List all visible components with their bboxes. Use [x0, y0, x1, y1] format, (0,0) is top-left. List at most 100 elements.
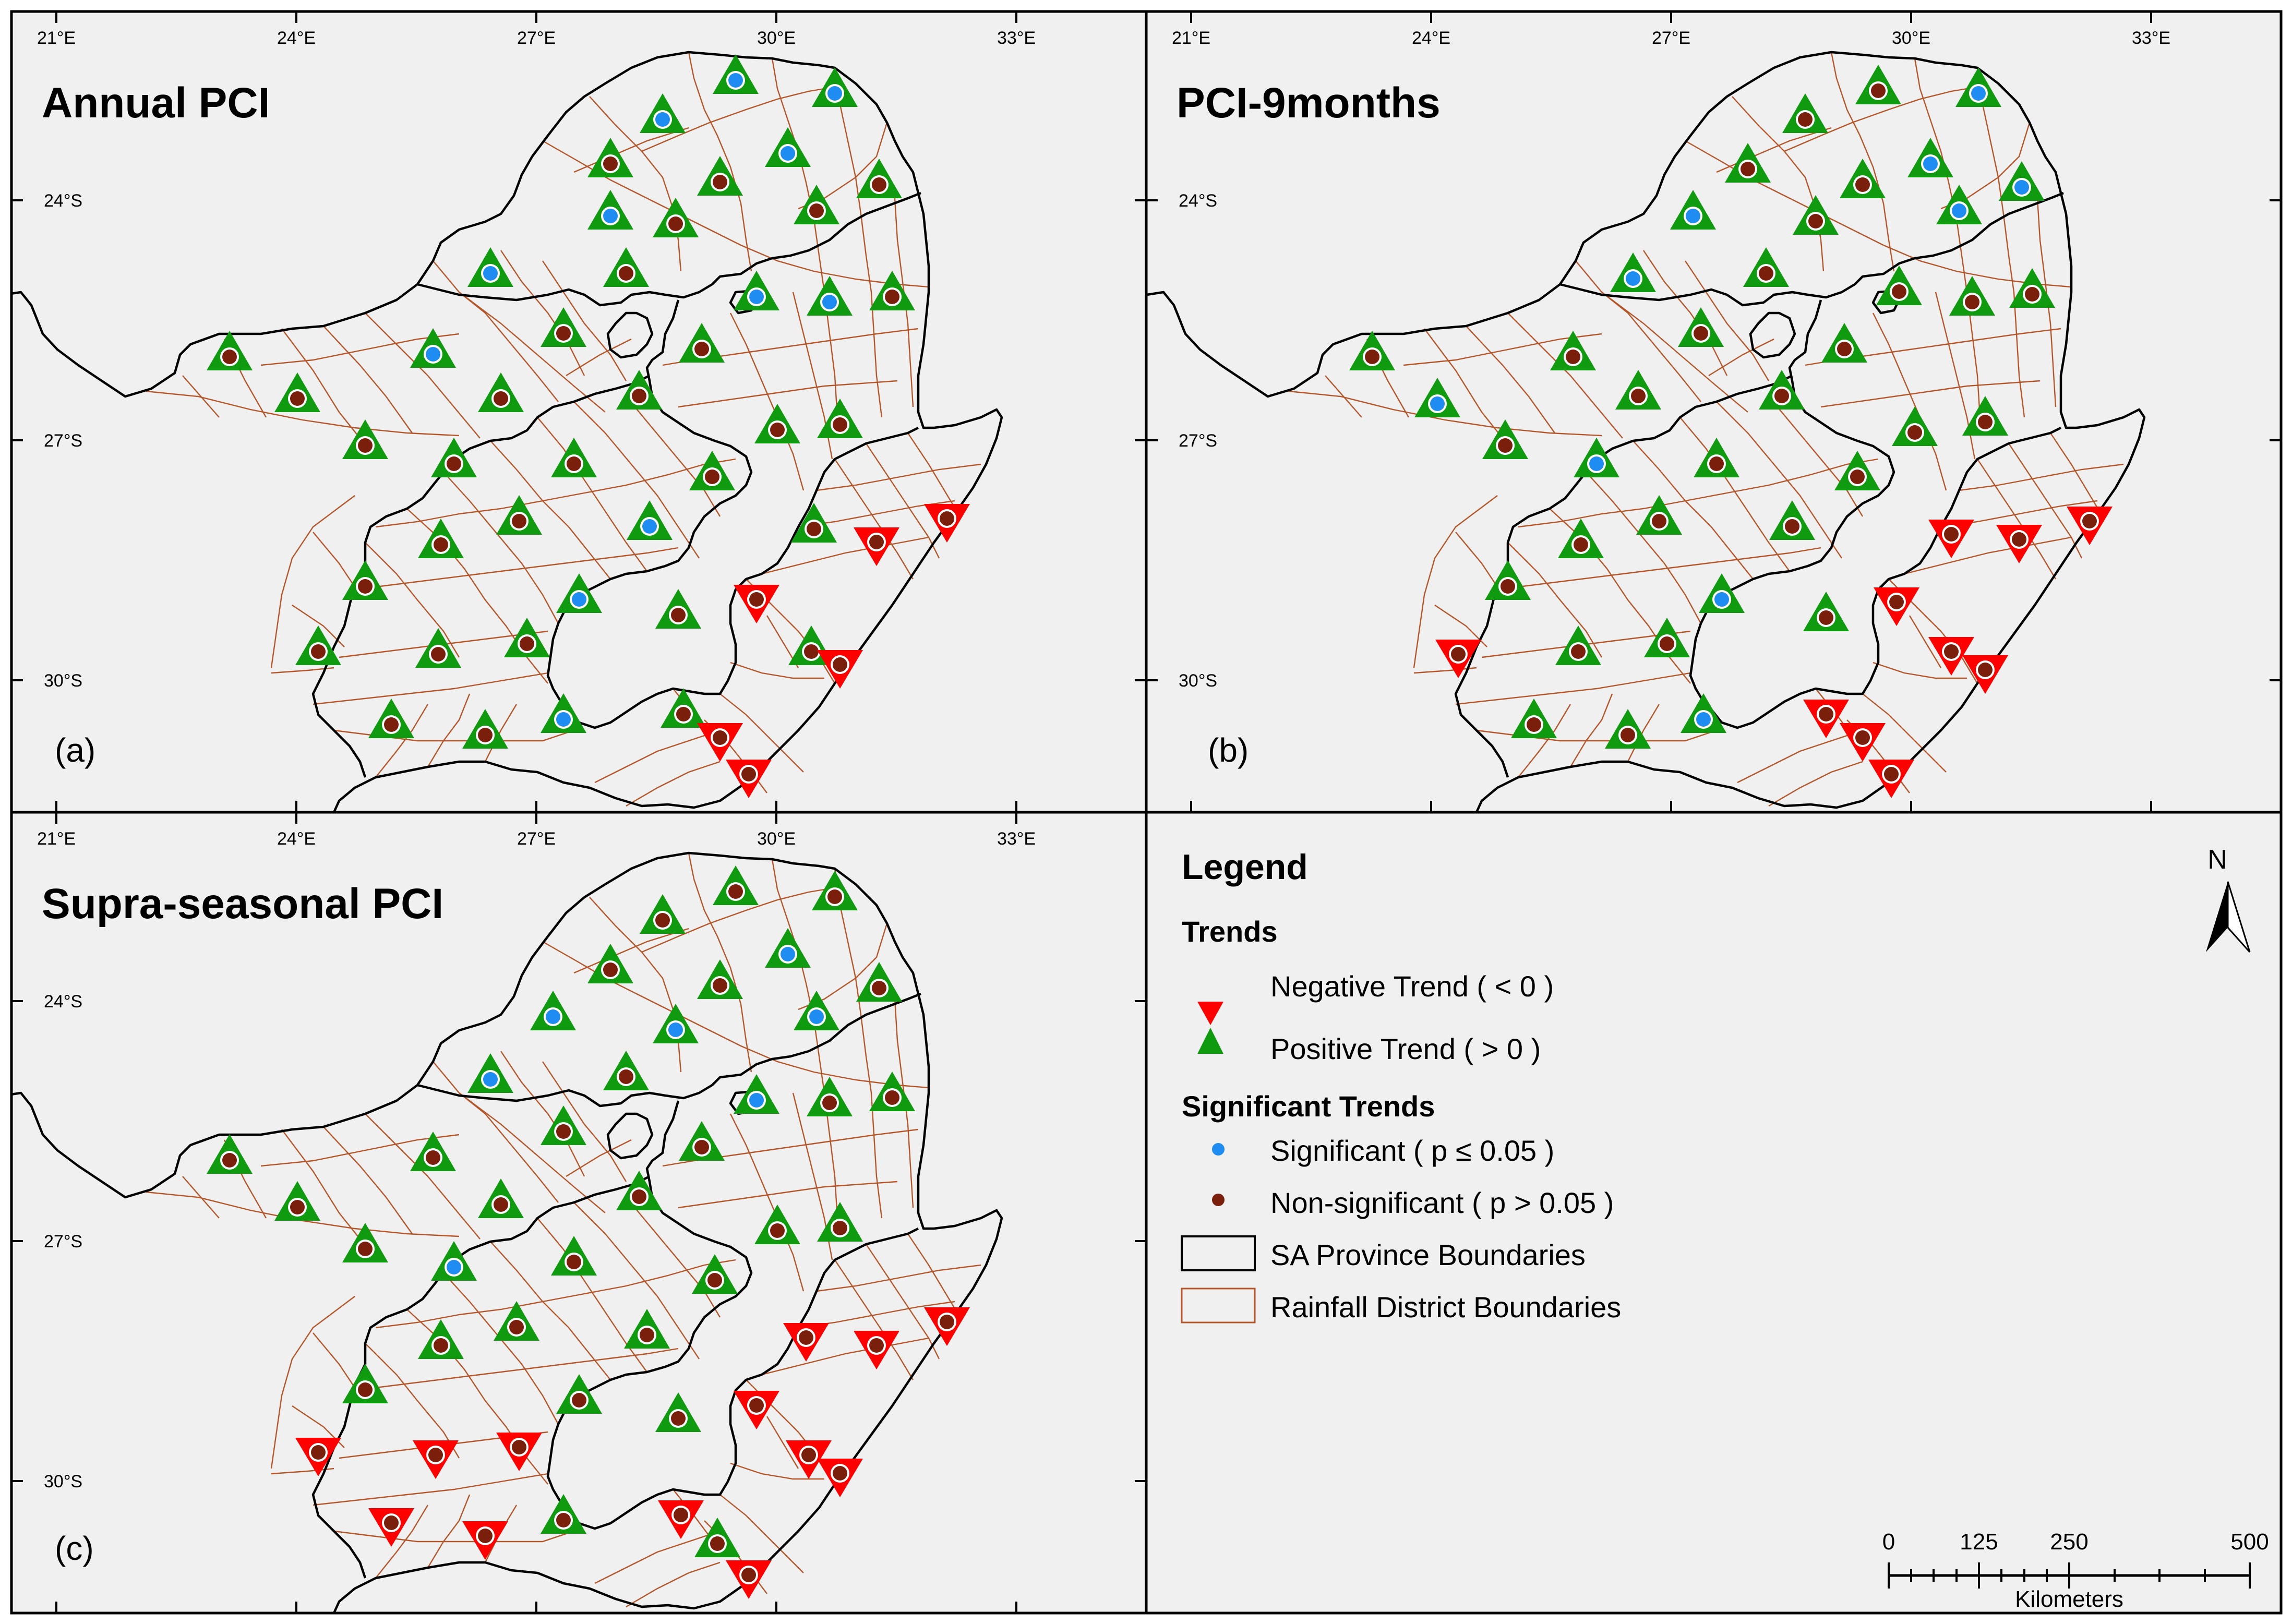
nonsignificant-dot [1498, 438, 1513, 453]
lat-tick-label: 27°S [44, 1232, 82, 1252]
station-marker [1996, 525, 2042, 563]
nonsignificant-dot [694, 342, 709, 356]
nonsignificant-dot [1884, 767, 1899, 781]
station-marker [697, 156, 743, 196]
station-marker [924, 504, 970, 543]
nonsignificant-dot [567, 456, 581, 471]
nonsignificant-dot [833, 657, 847, 672]
station-marker [551, 438, 597, 477]
nonsignificant-dot [1451, 647, 1466, 661]
lat-tick-label: 30°S [44, 1472, 82, 1491]
lat-tick-label: 24°S [1179, 191, 1217, 211]
nonsignificant-dot [741, 767, 756, 781]
station-marker [431, 438, 477, 477]
station-marker [689, 451, 735, 490]
nonsignificant-dot [1365, 350, 1379, 364]
nonsignificant-dot [1631, 389, 1646, 403]
station-marker [1793, 195, 1839, 235]
nonsignificant-dot [804, 644, 819, 659]
station-marker [869, 271, 915, 310]
nonsignificant-dot [1759, 266, 1773, 281]
significant-dot [781, 947, 795, 961]
nonsignificant-dot [728, 884, 743, 899]
station-marker [1949, 276, 1995, 316]
significant-dot [1923, 157, 1938, 171]
station-marker [1743, 247, 1789, 287]
nonsignificant-dot [1819, 707, 1833, 721]
station-marker [1936, 185, 1982, 224]
significant-dot [546, 1009, 560, 1024]
station-marker [754, 404, 800, 443]
station-marker [462, 1521, 508, 1560]
station-marker [924, 1307, 970, 1346]
nonsignificant-dot [222, 350, 237, 364]
significant-dot [728, 73, 743, 88]
nonsignificant-dot [494, 1197, 508, 1212]
station-marker [713, 54, 759, 94]
nonsignificant-dot [509, 1320, 524, 1334]
station-marker [1803, 700, 1849, 738]
nonsignificant-dot [1892, 284, 1906, 299]
significant-dot [822, 295, 837, 309]
panel-b-title: PCI-9months [1177, 79, 1441, 127]
lon-tick-label: 33°E [997, 829, 1036, 849]
panel-a-title: Annual PCI [42, 79, 270, 127]
nonsignificant-dot [311, 1445, 326, 1460]
station-marker [783, 1323, 829, 1362]
lon-tick-label: 30°E [757, 829, 796, 849]
significant-dot [749, 290, 764, 304]
station-marker [368, 699, 414, 738]
station-marker [1999, 161, 2045, 201]
nonsignificant-dot [676, 707, 691, 721]
significant-dot [827, 86, 842, 101]
station-marker [410, 328, 456, 368]
nonsignificant-dot [311, 644, 326, 659]
panel-a-map [4, 52, 1002, 812]
station-marker [1414, 378, 1460, 417]
station-marker [1694, 438, 1739, 477]
legend-significant-heading: Significant Trends [1182, 1090, 1435, 1123]
north-arrow-icon: N [2206, 845, 2251, 953]
station-marker [295, 625, 341, 665]
station-marker [679, 323, 725, 363]
station-marker [794, 185, 839, 224]
station-marker [734, 1391, 779, 1429]
nonsignificant-dot [822, 1096, 837, 1110]
station-marker [817, 1202, 863, 1242]
nonsignificant-dot [632, 389, 646, 403]
station-marker [765, 127, 811, 167]
station-marker [1892, 406, 1938, 446]
lon-tick-label: 24°E [277, 28, 316, 48]
station-marker [342, 419, 388, 459]
station-marker [1349, 331, 1395, 370]
scale-label-0: 0 [1882, 1529, 1895, 1555]
station-marker [869, 1072, 915, 1111]
station-marker [1636, 495, 1682, 535]
station-marker [697, 723, 743, 762]
station-marker [368, 1508, 414, 1547]
nonsignificant-dot [1944, 644, 1959, 659]
station-marker [1670, 190, 1716, 230]
station-marker [616, 370, 662, 410]
panel-c-title: Supra-seasonal PCI [42, 880, 443, 928]
nonsignificant-dot [1741, 162, 1755, 176]
nonsignificant-dot [940, 511, 954, 526]
station-marker [1511, 699, 1557, 738]
legend-province-label: SA Province Boundaries [1270, 1238, 1586, 1271]
nonsignificant-dot [384, 1515, 399, 1530]
station-marker [794, 991, 839, 1030]
lon-tick-label: 30°E [1892, 28, 1930, 48]
station-marker [817, 1459, 863, 1497]
station-marker [541, 307, 586, 347]
panel-b: 21°E 24°E 27°E 30°E 33°E 24°S 27°S 30°S PCI-9mo… [1145, 10, 2283, 814]
station-marker [462, 709, 508, 749]
legend-significant-label: Significant ( p ≤ 0.05 ) [1270, 1134, 1554, 1167]
nonsignificant-dot [2082, 514, 2097, 528]
nonsignificant-dot [801, 1448, 816, 1462]
station-marker [655, 1392, 701, 1432]
significant-dot [603, 209, 618, 223]
station-marker [342, 560, 388, 600]
significant-dot [655, 112, 670, 127]
station-marker [418, 1319, 464, 1359]
nonsignificant-dot [833, 1466, 847, 1481]
